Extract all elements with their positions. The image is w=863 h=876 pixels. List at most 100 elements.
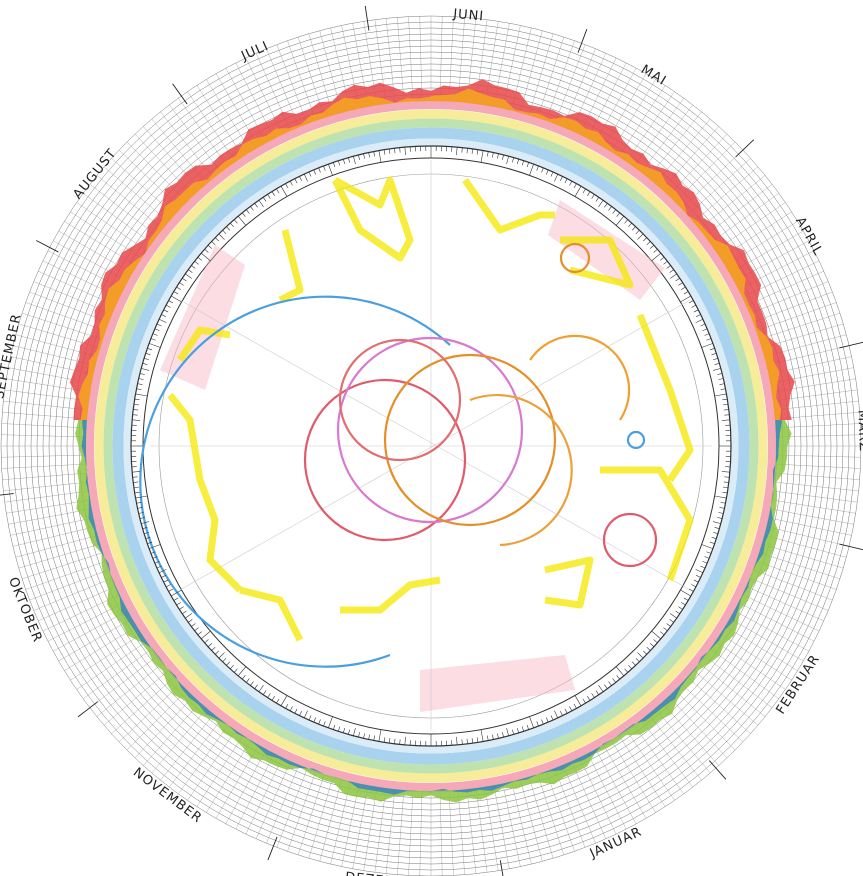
degree-tick [173, 291, 179, 295]
degree-tick [678, 282, 683, 286]
degree-tick [267, 194, 271, 199]
grid-spoke [169, 720, 221, 788]
degree-tick [142, 363, 148, 365]
grid-spoke [160, 714, 214, 781]
degree-tick [637, 652, 644, 659]
grid-spoke [419, 791, 423, 876]
grid-spoke [10, 517, 93, 536]
degree-tick [670, 273, 677, 279]
degree-tick [262, 197, 267, 202]
degree-tick [136, 501, 142, 504]
degree-tick [152, 333, 158, 336]
grid-spoke [235, 754, 275, 830]
degree-tick [651, 630, 662, 640]
degree-tick [722, 491, 728, 494]
degree-tick [529, 163, 534, 176]
month-divider [735, 139, 755, 158]
degree-tick [516, 159, 519, 164]
degree-tick [700, 565, 706, 569]
grid-spoke [15, 535, 97, 558]
degree-tick [476, 737, 479, 743]
degree-tick [246, 209, 250, 214]
degree-tick [358, 154, 360, 160]
grid-spoke [408, 16, 414, 101]
degree-tick [713, 531, 718, 534]
degree-tick [145, 536, 151, 539]
degree-tick [211, 241, 216, 246]
degree-tick [158, 318, 167, 323]
degree-tick [631, 226, 636, 231]
degree-tick [132, 476, 138, 478]
degree-tick [152, 556, 158, 559]
degree-tick [604, 203, 608, 208]
grid-spoke [225, 749, 267, 824]
band [123, 138, 739, 754]
degree-tick [134, 398, 140, 401]
month-label: MÄRZ [855, 410, 863, 453]
degree-tick [142, 527, 148, 529]
grid-spoke [42, 594, 119, 632]
degree-tick [666, 623, 671, 627]
degree-tick [506, 156, 509, 165]
grid-spoke [89, 184, 157, 236]
grid-spoke [308, 777, 333, 859]
degree-tick [378, 150, 382, 163]
month-divider [708, 760, 727, 780]
degree-tick [373, 735, 376, 741]
grid-spoke [669, 696, 728, 759]
degree-tick [133, 481, 139, 483]
degree-tick [218, 233, 225, 240]
degree-tick [683, 597, 689, 601]
degree-tick [691, 304, 697, 308]
degree-tick [680, 589, 691, 597]
degree-tick [173, 597, 179, 601]
grid-spoke [103, 166, 169, 222]
grid-spoke [716, 641, 786, 690]
grid-spoke [716, 202, 786, 251]
degree-tick [165, 304, 171, 308]
degree-tick [521, 726, 524, 732]
degree-tick [569, 706, 573, 712]
degree-tick [591, 194, 595, 199]
grid-spoke [419, 16, 423, 101]
degree-tick [338, 160, 341, 166]
degree-tick [646, 241, 651, 246]
grid-spoke [563, 765, 596, 844]
degree-tick [148, 343, 161, 348]
degree-tick [456, 736, 458, 745]
degree-tick [663, 627, 668, 631]
grid-spoke [408, 791, 414, 876]
degree-tick [681, 602, 686, 606]
degree-tick [276, 698, 280, 704]
grid-spoke [178, 725, 228, 794]
degree-tick [168, 588, 174, 592]
degree-tick [144, 358, 149, 361]
grid-spoke [776, 454, 861, 458]
degree-tick [683, 291, 689, 295]
grid-spoke [151, 708, 207, 774]
degree-tick [712, 521, 721, 524]
degree-tick [233, 668, 238, 673]
month-divider [0, 493, 14, 496]
month-divider [364, 5, 370, 31]
grid-spoke [529, 777, 554, 859]
degree-tick [492, 152, 494, 158]
degree-tick [133, 409, 139, 411]
grid-spoke [4, 389, 88, 402]
grid-spoke [4, 490, 88, 503]
grid-spoke [187, 731, 236, 801]
degree-tick [681, 286, 686, 290]
grid-spoke [255, 762, 291, 839]
degree-tick [615, 666, 625, 677]
degree-tick [720, 388, 726, 391]
degree-tick [650, 643, 655, 647]
degree-tick [646, 646, 651, 651]
degree-tick [595, 197, 600, 202]
degree-tick [280, 695, 288, 706]
grid-spoke [693, 670, 759, 726]
grid-spoke [699, 663, 766, 717]
grid-spoke [25, 561, 105, 590]
degree-tick [218, 652, 225, 659]
degree-tick [237, 666, 247, 677]
grid-spoke [3, 481, 87, 492]
